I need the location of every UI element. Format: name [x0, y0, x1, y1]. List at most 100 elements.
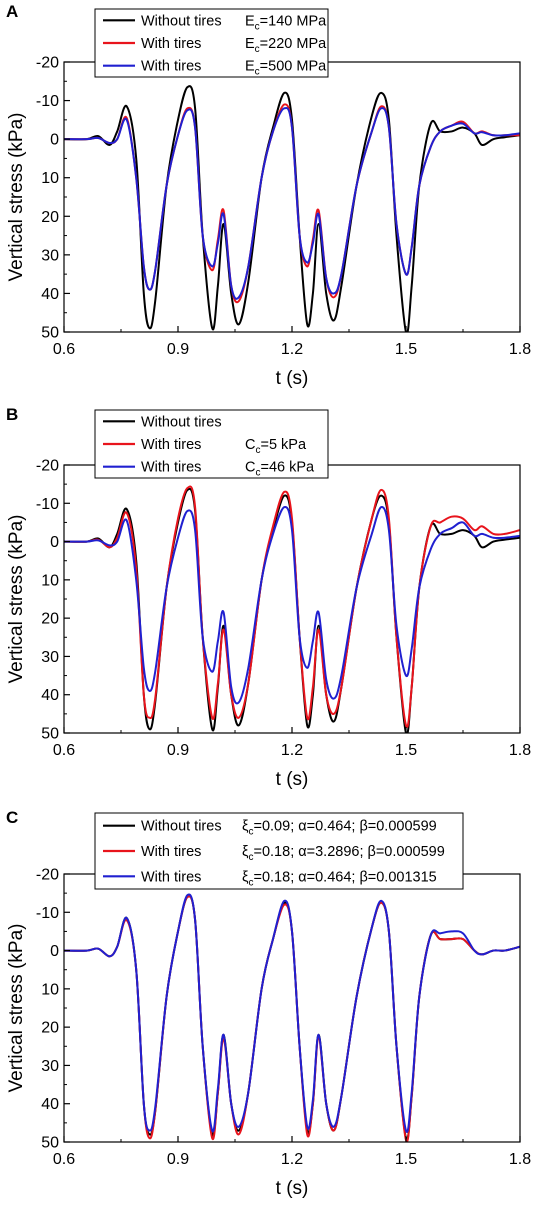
chart-panel-c: C 0.6 0.9 1.2 1.5 1.8 -20 -10 0 10 20 30 40 50 t (s) V… — [0, 806, 536, 1210]
y-tick-label: 50 — [41, 325, 59, 342]
panel-label: B — [6, 405, 19, 424]
legend-param-subscript: c — [255, 445, 260, 456]
legend-series-name: With tires — [141, 844, 201, 860]
y-tick-label: -20 — [36, 458, 59, 475]
y-tick-label: 30 — [41, 247, 59, 264]
y-tick-label: -20 — [36, 867, 59, 884]
y-tick-label: 50 — [41, 1135, 59, 1152]
legend-param-value: =500 MPa — [260, 59, 327, 75]
legend-param: ξ — [242, 869, 249, 885]
legend-entry-label: With tires Ec=500 MPa — [141, 59, 327, 78]
x-tick-label: 1.8 — [509, 1151, 531, 1168]
y-tick-label: 40 — [41, 687, 59, 704]
y-tick-label: -20 — [36, 55, 59, 72]
x-tick-label: 1.5 — [395, 341, 417, 358]
series-group — [64, 485, 520, 733]
x-tick-label: 1.2 — [281, 1151, 303, 1168]
legend-entry-label: Without tires Ec=140 MPa — [141, 13, 327, 32]
legend-param-subscript: c — [255, 21, 260, 32]
y-tick-label: 10 — [41, 170, 59, 187]
y-tick-label: 50 — [41, 726, 59, 743]
y-tick-label: -10 — [36, 496, 59, 513]
legend-param-subscript: c — [255, 468, 260, 479]
y-tick-label: 30 — [41, 1058, 59, 1075]
plot-frame — [63, 464, 521, 734]
x-tick-label: 1.2 — [281, 742, 303, 759]
legend-entry-label: With tires Cc=46 kPa — [141, 460, 315, 479]
legend-series-name: With tires — [141, 59, 201, 75]
x-tick-label: 0.9 — [167, 341, 189, 358]
y-axis-title: Vertical stress (kPa) — [6, 515, 27, 684]
legend-param-subscript: c — [255, 44, 260, 55]
legend-entry-label: With tires Cc=5 kPa — [141, 437, 307, 456]
series-group — [64, 85, 520, 332]
legend-param-subscript: c — [249, 827, 254, 838]
series-line-2 — [64, 107, 520, 300]
x-tick-label: 0.6 — [53, 341, 75, 358]
plot-frame — [63, 61, 521, 333]
legend-box — [94, 812, 464, 890]
y-tick-label: 10 — [41, 981, 59, 998]
y-axis-title: Vertical stress (kPa) — [6, 113, 27, 282]
legend: Without tires ξc=0.09; α=0.464; β=0.00059… — [94, 812, 464, 890]
y-tick-label: -10 — [36, 905, 59, 922]
plot-frame — [63, 873, 521, 1143]
x-tick-label: 1.8 — [509, 341, 531, 358]
legend-param-value: =0.18; α=3.2896; β=0.000599 — [254, 844, 445, 860]
y-tick-label: 20 — [41, 1020, 59, 1037]
legend-series-name: Without tires — [141, 414, 222, 430]
x-tick-label: 1.8 — [509, 742, 531, 759]
legend-param: E — [245, 36, 255, 52]
y-tick-label: 0 — [50, 132, 59, 149]
y-tick-label: 10 — [41, 572, 59, 589]
legend-series-name: Without tires — [141, 819, 222, 835]
chart-c-svg: 0.6 0.9 1.2 1.5 1.8 -20 -10 0 10 20 30 40 50 t (s) Ver… — [6, 812, 531, 1199]
chart-a-svg: 0.6 0.9 1.2 1.5 1.8 -20 -10 0 10 20 30 40 50 t (s) Ver… — [6, 8, 531, 389]
x-axis-title: t (s) — [276, 1178, 309, 1199]
chart-panel-a: A 0.6 0.9 1.2 1.5 1.8 -20 -10 0 10 20 30 40 50 t (s) V… — [0, 0, 536, 400]
legend-param-value: =5 kPa — [260, 437, 306, 453]
legend-param-subscript: c — [255, 67, 260, 78]
legend-param-value: =0.18; α=0.464; β=0.001315 — [254, 869, 437, 885]
legend-param-subscript: c — [249, 852, 254, 863]
x-axis-title: t (s) — [276, 769, 309, 790]
series-line-2 — [64, 506, 520, 705]
y-tick-label: 40 — [41, 1096, 59, 1113]
legend-param-value: =46 kPa — [260, 460, 315, 476]
series-group — [64, 893, 520, 1142]
x-tick-label: 0.9 — [167, 742, 189, 759]
x-tick-label: 0.6 — [53, 1151, 75, 1168]
x-tick-label: 0.6 — [53, 742, 75, 759]
chart-panel-b: B 0.6 0.9 1.2 1.5 1.8 -20 -10 0 10 20 30 40 50 t (s) V… — [0, 403, 536, 803]
legend-entry-label: With tires ξc=0.18; α=3.2896; β=0.000599 — [141, 844, 445, 863]
legend-series-name: With tires — [141, 437, 201, 453]
legend-param: C — [245, 437, 255, 453]
legend-param: E — [245, 13, 255, 29]
legend-param-value: =140 MPa — [260, 13, 327, 29]
y-tick-label: 0 — [50, 943, 59, 960]
legend-entry-label: Without tires — [141, 414, 222, 430]
legend-param: ξ — [242, 844, 249, 860]
panel-label: C — [6, 808, 19, 827]
x-axis-title: t (s) — [276, 368, 309, 389]
x-tick-label: 0.9 — [167, 1151, 189, 1168]
legend-series-name: With tires — [141, 869, 201, 885]
x-tick-label: 1.5 — [395, 742, 417, 759]
legend-series-name: With tires — [141, 460, 201, 476]
panel-label: A — [6, 2, 19, 21]
legend-series-name: Without tires — [141, 13, 222, 29]
y-tick-label: 20 — [41, 209, 59, 226]
y-tick-label: 30 — [41, 649, 59, 666]
legend-param: ξ — [242, 819, 249, 835]
legend-param: E — [245, 59, 255, 75]
legend-entry-label: With tires Ec=220 MPa — [141, 36, 327, 55]
legend-param: C — [245, 460, 255, 476]
legend-param-subscript: c — [249, 877, 254, 888]
y-axis-title: Vertical stress (kPa) — [6, 924, 27, 1093]
series-line-2 — [64, 893, 520, 1133]
legend-series-name: With tires — [141, 36, 201, 52]
series-line-1 — [64, 485, 520, 729]
y-tick-label: -10 — [36, 93, 59, 110]
